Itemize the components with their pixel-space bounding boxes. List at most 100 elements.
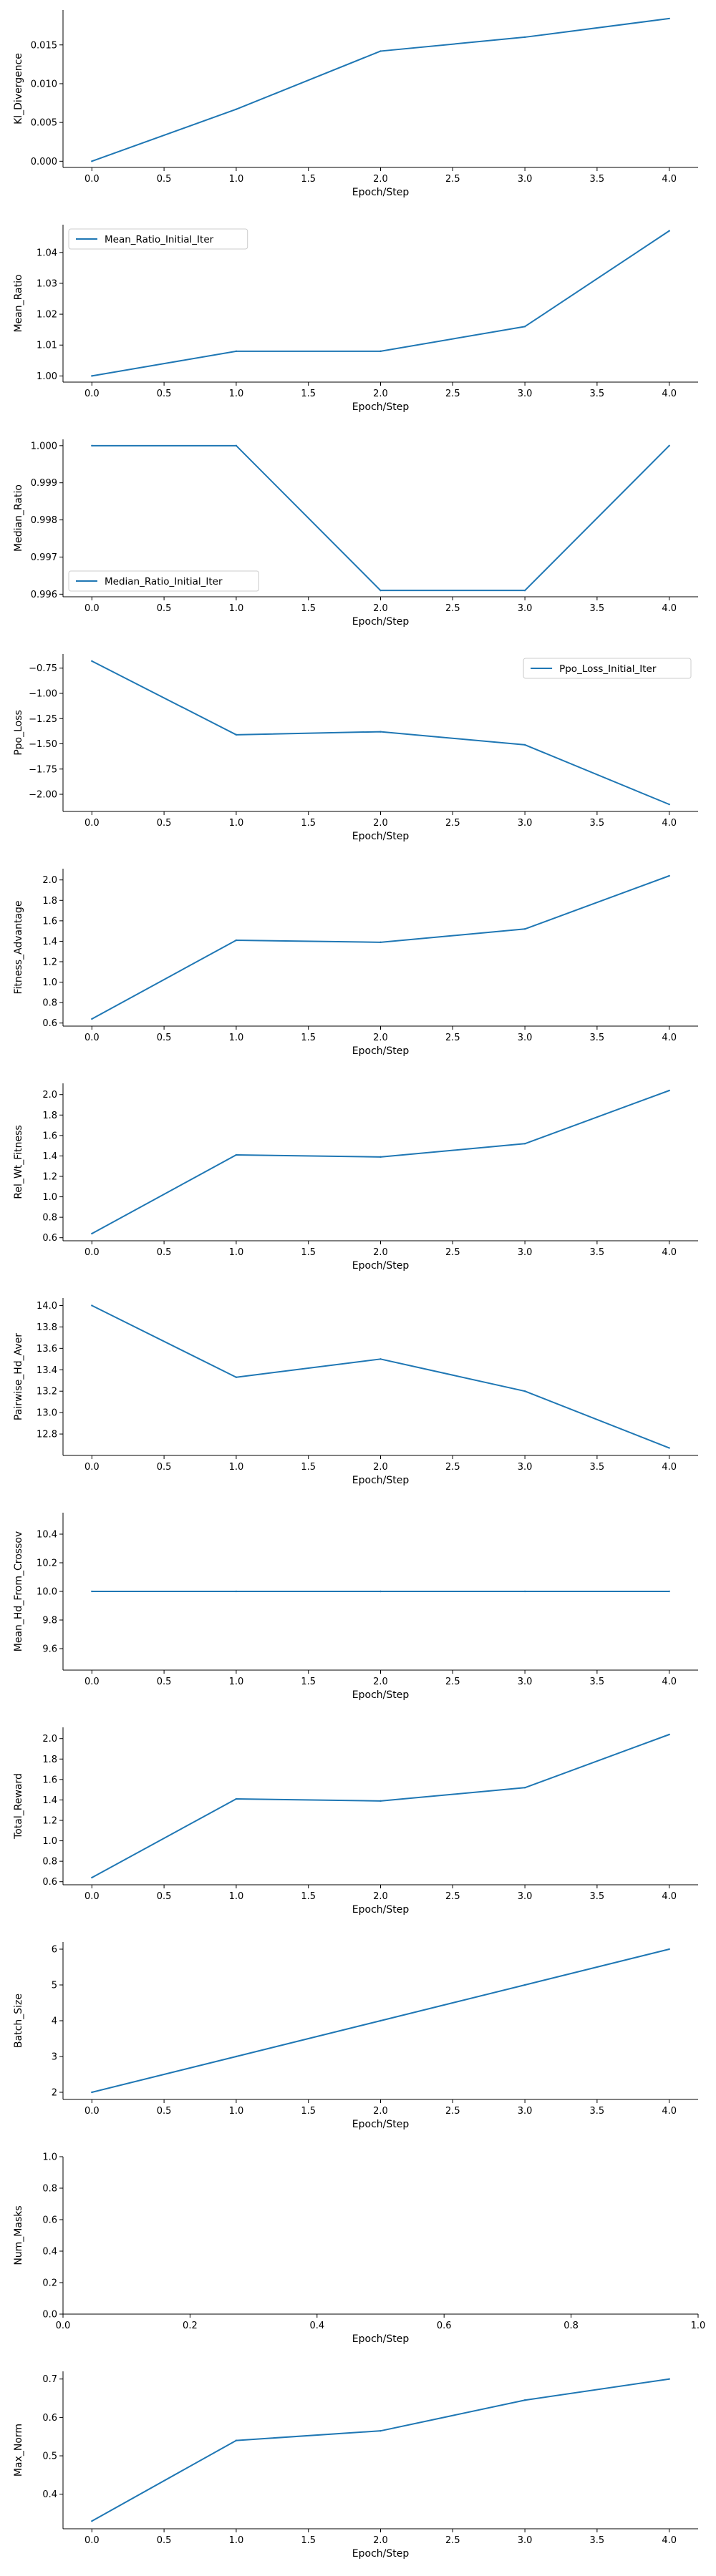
y-tick-label: 0.6 bbox=[42, 2413, 57, 2424]
y-tick-label: 6 bbox=[52, 1945, 57, 1956]
y-tick-label: 1.000 bbox=[31, 441, 57, 452]
data-point bbox=[523, 589, 526, 592]
x-tick-label: 0.8 bbox=[563, 2321, 579, 2331]
x-tick-label: 4.0 bbox=[662, 2106, 677, 2117]
y-tick-label: 10.2 bbox=[37, 1558, 57, 1569]
y-tick-label: 0.010 bbox=[31, 79, 57, 89]
x-tick-label: 1.5 bbox=[301, 818, 316, 829]
y-axis-label: Total_Reward bbox=[13, 1773, 24, 1840]
legend-box bbox=[523, 658, 692, 679]
chart-panel-9: 0.0 0.5 1.0 1.5 2.0 2.5 3.0 3.5 4.0 0.6 0.8 1.0 1.2 1… bbox=[13, 1727, 698, 1916]
x-tick-label: 2.5 bbox=[445, 1462, 460, 1473]
y-tick-label: 0.8 bbox=[42, 1213, 57, 1224]
y-axis-label: Num_Masks bbox=[13, 2205, 24, 2265]
x-axis-label: Epoch/Step bbox=[352, 616, 410, 628]
x-tick-label: 0.0 bbox=[84, 1247, 100, 1258]
x-tick-label: 4.0 bbox=[662, 818, 677, 829]
x-tick-label: 0.4 bbox=[309, 2321, 324, 2331]
x-tick-label: 0.0 bbox=[84, 1033, 100, 1043]
x-tick-label: 0.0 bbox=[84, 603, 100, 614]
data-point bbox=[91, 1876, 93, 1879]
data-point bbox=[91, 444, 93, 447]
y-tick-label: 0.000 bbox=[31, 157, 57, 167]
y-tick-label: −0.75 bbox=[29, 663, 57, 674]
data-point bbox=[91, 2091, 93, 2094]
y-tick-label: 3 bbox=[52, 2052, 57, 2063]
chart-panel-3: 0.0 0.5 1.0 1.5 2.0 2.5 3.0 3.5 4.0 0.996 0.997 0.9… bbox=[13, 439, 698, 628]
x-tick-label: 3.5 bbox=[590, 818, 605, 829]
x-tick-label: 0.0 bbox=[84, 2535, 100, 2546]
y-tick-label: 1.03 bbox=[37, 278, 57, 289]
x-tick-label: 1.0 bbox=[229, 1462, 244, 1473]
y-tick-label: 0.8 bbox=[42, 2184, 57, 2195]
data-point bbox=[379, 50, 382, 52]
x-tick-label: 1.0 bbox=[229, 389, 244, 399]
y-tick-label: −1.00 bbox=[29, 689, 57, 700]
legend-box bbox=[68, 228, 248, 250]
x-tick-label: 2.0 bbox=[373, 1462, 388, 1473]
data-point bbox=[91, 375, 93, 377]
y-tick-label: 0.8 bbox=[42, 998, 57, 1009]
legend-box bbox=[68, 570, 259, 592]
y-tick-label: 0.2 bbox=[42, 2278, 57, 2289]
x-tick-label: 4.0 bbox=[662, 174, 677, 185]
x-axis-label: Epoch/Step bbox=[352, 1260, 410, 1272]
y-tick-label: 0.6 bbox=[42, 1018, 57, 1029]
x-tick-label: 0.0 bbox=[56, 2321, 71, 2331]
x-tick-label: 3.0 bbox=[518, 1033, 533, 1043]
x-tick-label: 1.0 bbox=[229, 1677, 244, 1687]
data-point bbox=[235, 1376, 238, 1378]
x-tick-label: 3.5 bbox=[590, 1247, 605, 1258]
x-tick-label: 1.5 bbox=[301, 603, 316, 614]
x-tick-label: 0.5 bbox=[157, 603, 172, 614]
x-tick-label: 4.0 bbox=[662, 1462, 677, 1473]
y-axis-label: Max_Norm bbox=[13, 2424, 24, 2477]
x-tick-label: 0.0 bbox=[84, 818, 100, 829]
y-tick-label: 13.6 bbox=[37, 1344, 57, 1355]
data-point bbox=[523, 928, 526, 930]
data-point bbox=[379, 1358, 382, 1360]
x-axis-label: Epoch/Step bbox=[352, 1904, 410, 1916]
x-tick-label: 4.0 bbox=[662, 1247, 677, 1258]
y-tick-label: 0.8 bbox=[42, 1857, 57, 1868]
x-tick-label: 4.0 bbox=[662, 389, 677, 399]
x-tick-label: 3.0 bbox=[518, 174, 533, 185]
chart-panel-2: 0.0 0.5 1.0 1.5 2.0 2.5 3.0 3.5 4.0 1.00 1.01 1.02 1… bbox=[13, 225, 698, 413]
x-tick-label: 0.5 bbox=[157, 2535, 172, 2546]
x-axis-label: Epoch/Step bbox=[352, 1689, 410, 1701]
y-tick-label: 10.4 bbox=[37, 1530, 57, 1541]
y-axis-label: Mean_Ratio bbox=[13, 274, 24, 332]
x-tick-label: 2.0 bbox=[373, 389, 388, 399]
x-tick-label: 3.5 bbox=[590, 1677, 605, 1687]
x-tick-label: 1.0 bbox=[229, 1247, 244, 1258]
data-point bbox=[235, 733, 238, 736]
x-tick-label: 2.0 bbox=[373, 603, 388, 614]
y-tick-label: 13.8 bbox=[37, 1322, 57, 1333]
y-tick-label: −1.50 bbox=[29, 739, 57, 750]
y-tick-label: 4 bbox=[52, 2016, 57, 2027]
x-tick-label: 4.0 bbox=[662, 1033, 677, 1043]
series-line bbox=[91, 2378, 669, 2522]
x-tick-label: 3.5 bbox=[590, 2106, 605, 2117]
y-tick-label: 0.4 bbox=[42, 2489, 57, 2500]
x-tick-label: 3.0 bbox=[518, 389, 533, 399]
x-tick-label: 0.5 bbox=[157, 1891, 172, 1902]
x-tick-label: 4.0 bbox=[662, 2535, 677, 2546]
x-tick-label: 0.5 bbox=[157, 1247, 172, 1258]
y-tick-label: 1.8 bbox=[42, 1755, 57, 1765]
data-point bbox=[668, 230, 670, 232]
data-point bbox=[523, 1390, 526, 1392]
y-tick-label: 0.4 bbox=[42, 2247, 57, 2258]
y-tick-label: 1.2 bbox=[42, 1172, 57, 1183]
x-tick-label: 4.0 bbox=[662, 1677, 677, 1687]
data-point bbox=[91, 1018, 93, 1020]
y-tick-label: 10.0 bbox=[37, 1587, 57, 1598]
x-tick-label: 2.5 bbox=[445, 1891, 460, 1902]
y-tick-label: 1.00 bbox=[37, 371, 57, 382]
x-tick-label: 0.5 bbox=[157, 1033, 172, 1043]
y-axis-label: Median_Ratio bbox=[13, 484, 24, 552]
data-point bbox=[235, 2055, 238, 2058]
series-line bbox=[91, 17, 669, 162]
data-point bbox=[235, 350, 238, 353]
y-tick-label: 1.01 bbox=[37, 341, 57, 351]
